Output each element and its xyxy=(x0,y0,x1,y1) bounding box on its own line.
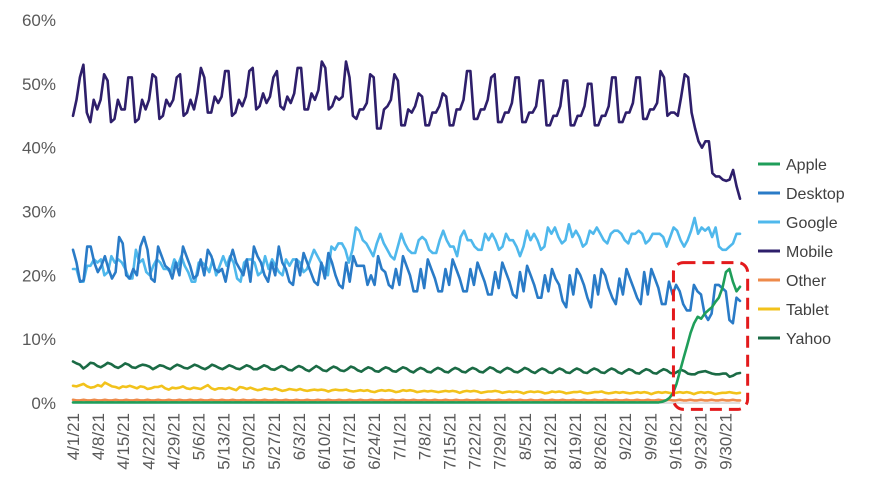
y-axis-tick-labels: 0% 10% 20% 30% 40% 50% 60% xyxy=(22,11,56,413)
x-tick-label: 9/2/21 xyxy=(616,413,635,460)
legend-label: Desktop xyxy=(786,186,845,203)
legend-label: Apple xyxy=(786,157,827,174)
x-tick-label: 6/3/21 xyxy=(290,413,309,460)
legend: Apple Desktop Google Mobile Other Tablet Yahoo xyxy=(758,157,845,348)
x-tick-label: 7/22/21 xyxy=(466,413,485,470)
series-line-desktop xyxy=(71,235,742,325)
series-line-apple xyxy=(71,267,742,404)
x-tick-label: 6/10/21 xyxy=(315,413,334,470)
y-tick-label: 60% xyxy=(22,11,56,30)
x-tick-label: 5/20/21 xyxy=(240,413,259,470)
x-tick-label: 4/8/21 xyxy=(89,413,108,460)
series-line-yahoo xyxy=(71,360,742,379)
x-tick-label: 5/27/21 xyxy=(265,413,284,470)
x-tick-label: 5/13/21 xyxy=(215,413,234,470)
x-tick-label: 4/22/21 xyxy=(139,413,158,470)
legend-label: Mobile xyxy=(786,244,833,261)
legend-label: Other xyxy=(786,273,827,290)
series-lines xyxy=(71,60,742,404)
x-tick-label: 7/15/21 xyxy=(441,413,460,470)
x-tick-label: 9/30/21 xyxy=(717,413,736,470)
x-tick-label: 7/1/21 xyxy=(390,413,409,460)
y-tick-label: 30% xyxy=(22,203,56,222)
legend-label: Yahoo xyxy=(786,331,831,348)
y-tick-label: 20% xyxy=(22,266,56,285)
legend-label: Tablet xyxy=(786,302,829,319)
series-line-other xyxy=(71,398,742,402)
x-tick-label: 6/24/21 xyxy=(365,413,384,470)
y-tick-label: 50% xyxy=(22,75,56,94)
x-tick-label: 8/5/21 xyxy=(516,413,535,460)
x-tick-label: 9/23/21 xyxy=(692,413,711,470)
x-tick-label: 4/1/21 xyxy=(64,413,83,460)
x-tick-label: 7/8/21 xyxy=(415,413,434,460)
series-line-mobile xyxy=(71,60,742,200)
x-tick-label: 8/19/21 xyxy=(566,413,585,470)
x-tick-label: 4/29/21 xyxy=(164,413,183,470)
x-axis-tick-labels: 4/1/21 4/8/21 4/15/21 4/22/21 4/29/21 5/6/21 5… xyxy=(64,413,736,470)
y-tick-label: 0% xyxy=(31,394,56,413)
x-tick-label: 7/29/21 xyxy=(491,413,510,470)
series-line-google xyxy=(71,216,742,284)
series-line-tablet xyxy=(71,381,742,396)
highlight-box-layer xyxy=(671,261,750,411)
x-tick-label: 8/26/21 xyxy=(591,413,610,470)
x-tick-label: 4/15/21 xyxy=(114,413,133,470)
y-tick-label: 10% xyxy=(22,330,56,349)
legend-label: Google xyxy=(786,215,838,232)
x-tick-label: 5/6/21 xyxy=(190,413,209,460)
x-tick-label: 9/9/21 xyxy=(641,413,660,460)
x-tick-label: 9/16/21 xyxy=(666,413,685,470)
x-tick-label: 8/12/21 xyxy=(541,413,560,470)
x-tick-label: 6/17/21 xyxy=(340,413,359,470)
y-tick-label: 40% xyxy=(22,139,56,158)
highlight-box xyxy=(671,261,750,411)
